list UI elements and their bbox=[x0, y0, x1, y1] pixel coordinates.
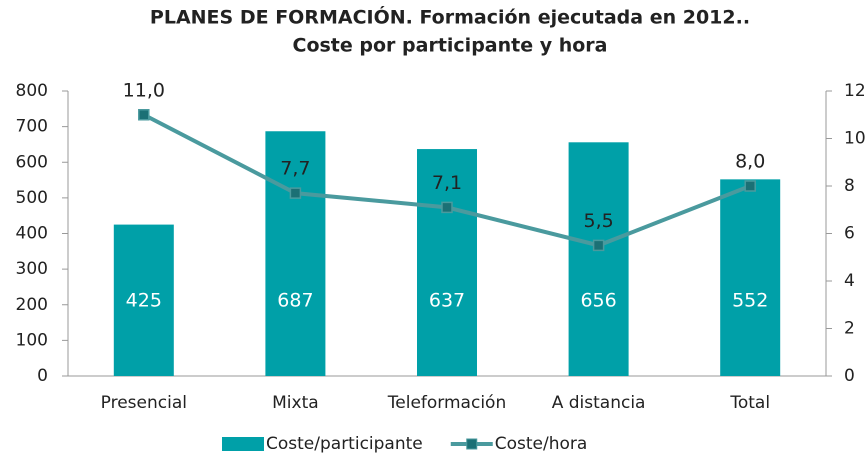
line-marker bbox=[441, 201, 453, 214]
legend-swatch bbox=[222, 437, 264, 451]
bar-value-label: 425 bbox=[126, 290, 162, 312]
line-marker bbox=[138, 109, 150, 121]
y2-tick-label: 4 bbox=[844, 271, 855, 291]
x-tick-label: Presencial bbox=[101, 393, 187, 413]
bar bbox=[568, 142, 629, 376]
legend-label: Coste/hora bbox=[495, 434, 588, 454]
y-tick-label: 500 bbox=[16, 188, 48, 208]
line-value-label: 7,1 bbox=[432, 172, 462, 194]
bar bbox=[113, 224, 174, 376]
y2-tick-label: 6 bbox=[844, 224, 855, 244]
y-tick-label: 100 bbox=[16, 330, 48, 350]
y2-tick-label: 8 bbox=[844, 176, 855, 196]
bar-value-label: 656 bbox=[580, 290, 616, 312]
line-value-label: 8,0 bbox=[735, 151, 765, 173]
y2-tick-label: 10 bbox=[844, 129, 865, 149]
chart-title: PLANES DE FORMACIÓN. Formación ejecutada… bbox=[150, 5, 750, 29]
bar bbox=[720, 179, 781, 376]
bar bbox=[265, 131, 326, 376]
legend-label: Coste/participante bbox=[266, 434, 423, 454]
y-tick-label: 600 bbox=[16, 152, 48, 172]
bar bbox=[417, 149, 477, 376]
line-value-label: 7,7 bbox=[280, 158, 310, 180]
line-value-label: 11,0 bbox=[123, 79, 165, 101]
line-marker bbox=[289, 187, 302, 199]
y-tick-label: 200 bbox=[16, 295, 48, 315]
legend-swatch bbox=[466, 438, 478, 450]
x-tick-label: Teleformación bbox=[387, 393, 506, 413]
x-tick-label: Mixta bbox=[272, 393, 319, 413]
bar-value-label: 552 bbox=[732, 290, 768, 312]
line-marker bbox=[592, 239, 605, 252]
y-tick-label: 300 bbox=[16, 259, 48, 279]
y-tick-label: 800 bbox=[16, 81, 48, 101]
x-tick-label: A distancia bbox=[552, 393, 646, 413]
y-tick-label: 0 bbox=[37, 366, 48, 386]
y2-tick-label: 0 bbox=[844, 366, 855, 386]
x-tick-label: Total bbox=[729, 393, 770, 413]
y2-tick-label: 12 bbox=[844, 81, 865, 101]
line-marker bbox=[744, 180, 756, 192]
y2-tick-label: 2 bbox=[844, 319, 855, 339]
y-tick-label: 400 bbox=[16, 224, 48, 244]
chart-title: Coste por participante y hora bbox=[293, 35, 608, 57]
line-value-label: 5,5 bbox=[583, 210, 613, 232]
bar-value-label: 687 bbox=[277, 290, 313, 312]
bar-value-label: 637 bbox=[429, 290, 465, 312]
y-tick-label: 700 bbox=[16, 117, 48, 137]
